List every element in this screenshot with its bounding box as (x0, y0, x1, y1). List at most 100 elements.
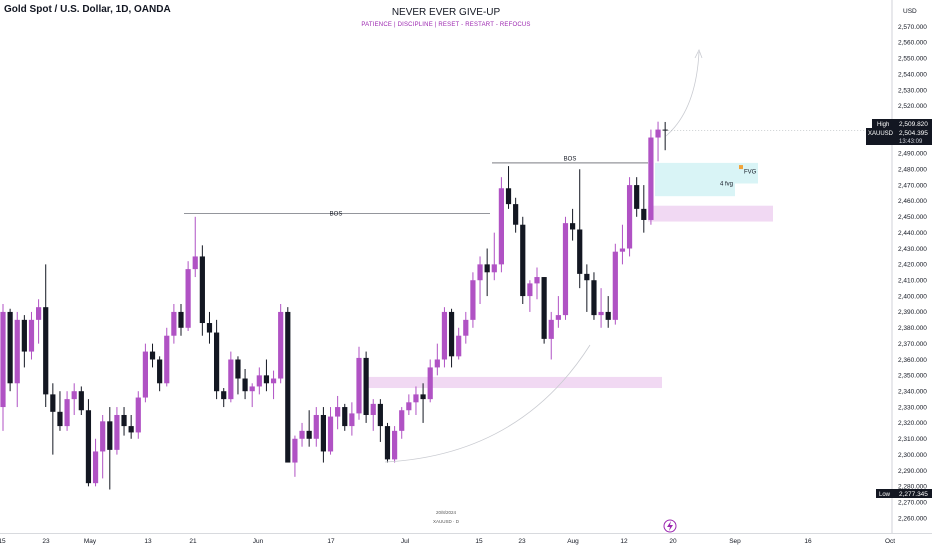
price-tick-label: 2,310.000 (898, 436, 927, 443)
bos-label-2: BOS (564, 156, 577, 162)
candle-body (14, 319, 20, 384)
candle-body (619, 248, 626, 252)
candle-body (498, 188, 504, 265)
fvg-zone-small (655, 183, 735, 197)
price-tick-label: 2,260.000 (898, 515, 927, 522)
price-tick-label: 2,330.000 (898, 404, 927, 411)
candle-body (57, 411, 63, 427)
price-tick-label: 2,560.000 (898, 40, 927, 47)
candle-body (335, 407, 341, 417)
candle-body (634, 185, 640, 209)
candle-body (648, 137, 654, 220)
candle-body (149, 351, 156, 360)
time-tick-label: Jun (253, 538, 264, 545)
candle-body (185, 269, 191, 328)
candle-body (413, 394, 419, 403)
candle-body (463, 319, 469, 336)
symbol-title: Gold Spot / U.S. Dollar, 1D, OANDA (4, 4, 171, 15)
candle-body (206, 323, 213, 333)
candle-body (292, 438, 298, 463)
candle-body (164, 335, 170, 384)
time-tick-label: Oct (885, 538, 895, 545)
candle-body (434, 359, 440, 368)
candle-body (655, 129, 661, 138)
candles-layer (0, 121, 668, 490)
candle-body (43, 307, 49, 395)
price-tick-label: 2,530.000 (898, 87, 927, 94)
candle-body (270, 378, 277, 384)
annotations-layer: BOS BOS FVG 4 fvg (184, 49, 892, 533)
candle-body (0, 311, 6, 408)
candle-body (477, 264, 483, 281)
candle-body (85, 410, 92, 484)
candle-body (591, 280, 597, 316)
candle-body (157, 359, 163, 384)
candle-body (299, 430, 305, 439)
price-tick-label: 2,360.000 (898, 357, 927, 364)
candle-body (562, 223, 569, 316)
high-tag (872, 119, 932, 128)
candle-body (548, 319, 554, 339)
price-tick-label: 2,440.000 (898, 230, 927, 237)
demand-zone-upper (648, 205, 773, 222)
price-tick-label: 2,430.000 (898, 246, 927, 253)
candle-body (171, 311, 177, 336)
watermark-symbol: XAUUSD · D (432, 519, 459, 524)
price-axis[interactable]: USD 2,260.000 2,270.000 2,280.000 2,290.000 2… (0, 0, 932, 534)
time-axis[interactable]: 15 23 May 13 21 Jun 17 Jul 15 23 Aug 12 20 Sep 16 Oct (0, 538, 895, 545)
projection-curve-upper (665, 51, 700, 137)
low-tag-value: 2,277.345 (899, 491, 928, 498)
time-tick-label: 13 (144, 538, 152, 545)
candle-body (399, 410, 405, 431)
candle-body (370, 403, 376, 415)
candle-body (534, 277, 540, 284)
candle-body (235, 359, 241, 379)
projection-curve-lower (384, 344, 591, 463)
candle-body (406, 402, 412, 411)
candle-body (363, 357, 369, 415)
candle-body (278, 311, 284, 379)
candle-body (384, 426, 391, 460)
candle-body (178, 311, 184, 328)
time-tick-label: Aug (567, 538, 579, 545)
high-tag-value: 2,509.820 (899, 121, 928, 128)
candle-body (71, 391, 77, 400)
candle-body (605, 311, 611, 320)
zones-layer (368, 162, 773, 389)
price-tick-label: 2,420.000 (898, 262, 927, 269)
candle-body (392, 430, 398, 460)
price-tick-label: 2,460.000 (898, 198, 927, 205)
price-tick-label: 2,270.000 (898, 499, 927, 506)
candle-body (584, 273, 590, 281)
candle-body (242, 378, 248, 392)
candle-body (78, 391, 84, 411)
price-tick-label: 2,340.000 (898, 389, 927, 396)
fvg-count-label: 4 fvg (720, 182, 733, 188)
price-tick-label: 2,540.000 (898, 71, 927, 78)
candle-body (285, 311, 291, 463)
price-tick-label: 2,520.000 (898, 103, 927, 110)
candle-body (491, 264, 497, 273)
candle-body (641, 208, 647, 220)
last-price-symbol: XAUUSD (868, 131, 894, 137)
candle-body (121, 414, 127, 427)
candle-body (320, 414, 326, 452)
candle-body (448, 311, 455, 357)
candle-body (349, 413, 355, 427)
candle-body (612, 251, 618, 320)
countdown-value: 13:43:09 (899, 139, 923, 145)
price-tick-label: 2,390.000 (898, 309, 927, 316)
candle-body (313, 414, 319, 439)
candle-body (64, 399, 70, 427)
price-tick-label: 2,480.000 (898, 167, 927, 174)
candle-body (356, 357, 362, 414)
candle-body (527, 283, 533, 297)
candle-body (327, 416, 334, 452)
chart-subheading: PATIENCE | DISCIPLINE | RESET - RESTART … (361, 22, 531, 28)
last-price-tag (866, 128, 932, 145)
price-tick-label: 2,490.000 (898, 151, 927, 158)
projection-arrow-icon (694, 49, 703, 59)
high-tag-label: High (877, 122, 889, 128)
price-tick-label: 2,370.000 (898, 341, 927, 348)
